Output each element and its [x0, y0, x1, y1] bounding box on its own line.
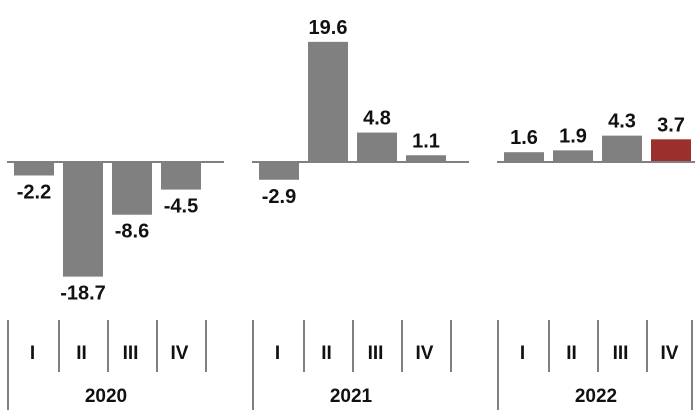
bar-2020-iv [161, 162, 201, 190]
year-label: 2022 [575, 386, 617, 407]
data-label: 3.7 [657, 114, 685, 136]
quarter-label: IV [171, 343, 189, 364]
data-label: -4.5 [164, 196, 198, 218]
data-label: 1.6 [510, 127, 538, 149]
bar-2022-iii [602, 135, 642, 162]
quarter-label: II [566, 343, 577, 364]
quarter-label: II [321, 343, 332, 364]
quarter-label: I [30, 343, 35, 364]
bar-2020-ii [63, 162, 103, 277]
quarter-label: III [613, 343, 629, 364]
data-label: 1.1 [412, 130, 440, 152]
quarter-label: I [520, 343, 525, 364]
data-label: 1.9 [559, 125, 587, 147]
data-label: 4.3 [608, 111, 636, 133]
bar-2021-i [259, 162, 299, 180]
data-label: 19.6 [309, 17, 348, 39]
bar-2020-iii [112, 162, 152, 215]
quarter-label: III [368, 343, 384, 364]
data-label: 4.8 [363, 108, 391, 130]
quarter-label: III [123, 343, 139, 364]
bar-2022-iv [651, 139, 691, 162]
data-label: -2.2 [17, 181, 51, 203]
bar-2022-ii [553, 150, 593, 162]
bars-layer [14, 41, 691, 277]
quarter-label: I [275, 343, 280, 364]
quarter-label: IV [661, 343, 679, 364]
data-label: -18.7 [60, 283, 106, 305]
bar-2021-iii [357, 132, 397, 162]
bar-2021-iv [406, 155, 446, 162]
value-labels-layer: -2.2 -18.7 -8.6 -4.5 -2.9 19.6 4.8 1.1 1.6 1.9 4.3… [17, 17, 685, 305]
data-label: -8.6 [115, 221, 149, 243]
bar-2022-i [504, 152, 544, 162]
data-label: -2.9 [262, 186, 296, 208]
bar-2020-i [14, 162, 54, 176]
year-label: 2020 [85, 386, 127, 407]
bar-2021-ii [308, 41, 348, 162]
quarter-label: II [76, 343, 87, 364]
quarter-label: IV [416, 343, 434, 364]
year-label: 2021 [330, 386, 373, 407]
